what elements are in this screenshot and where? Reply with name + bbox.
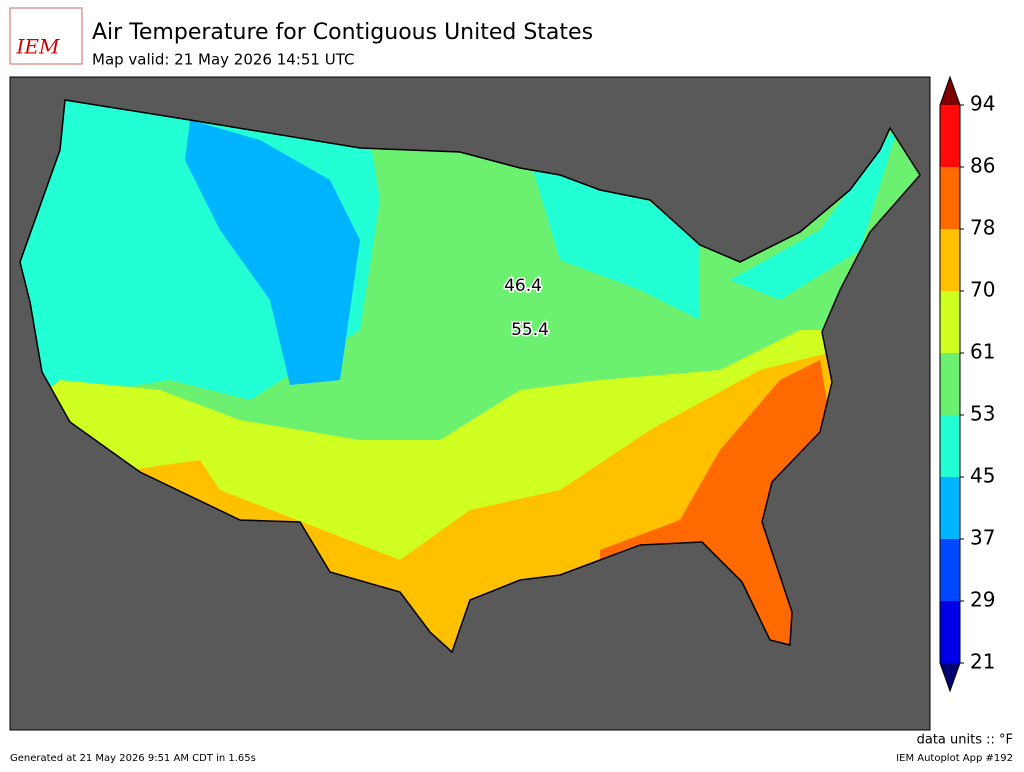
colorbar-bin — [940, 353, 960, 415]
annotations: 46.4 55.4 — [503, 275, 551, 342]
colorbar-tick-label: 94 — [970, 92, 995, 116]
colorbar: 21 29 37 45 53 61 70 78 86 94 — [939, 75, 995, 693]
us-border — [19, 99, 921, 654]
colorbar-bin — [940, 167, 960, 229]
units: data units :: °F — [917, 733, 1013, 748]
app-label: IEM Autoplot App #192 — [896, 753, 1013, 764]
colorbar-tick-label: 61 — [970, 340, 995, 364]
logo: IEM — [9, 7, 83, 65]
colorbar-bin — [940, 415, 960, 477]
colorbar-tick-label: 45 — [970, 464, 995, 488]
colorbar-tick-label: 86 — [970, 154, 995, 178]
colorbar-tick-label: 70 — [970, 278, 995, 302]
generated: Generated at 21 May 2026 9:51 AM CDT in … — [10, 753, 256, 764]
station-value: 55.4 — [511, 320, 549, 340]
contour-37 — [185, 120, 360, 385]
colorbar-under — [940, 663, 960, 691]
colorbar-tick-label: 37 — [970, 526, 995, 550]
colorbar-bin — [940, 105, 960, 167]
station-value: 46.4 — [504, 276, 542, 296]
logo-text: IEM — [16, 35, 61, 59]
colorbar-bin — [940, 477, 960, 539]
contour-45-lakes — [530, 160, 700, 320]
colorbar-bin — [940, 539, 960, 601]
colorbar-bin — [940, 291, 960, 353]
colorbar-tick-label: 53 — [970, 402, 995, 426]
colorbar-tick-label: 78 — [970, 216, 995, 240]
title: Air Temperature for Contiguous United St… — [92, 20, 593, 45]
contour-45-ne — [730, 120, 900, 300]
colorbar-tick-label: 29 — [970, 588, 995, 612]
colorbar-over — [940, 77, 960, 105]
colorbar-tick-label: 21 — [970, 650, 995, 674]
colorbar-bin — [940, 601, 960, 663]
logo-frame — [9, 7, 83, 65]
subtitle: Map valid: 21 May 2026 14:51 UTC — [92, 51, 354, 69]
colorbar-bin — [940, 229, 960, 291]
